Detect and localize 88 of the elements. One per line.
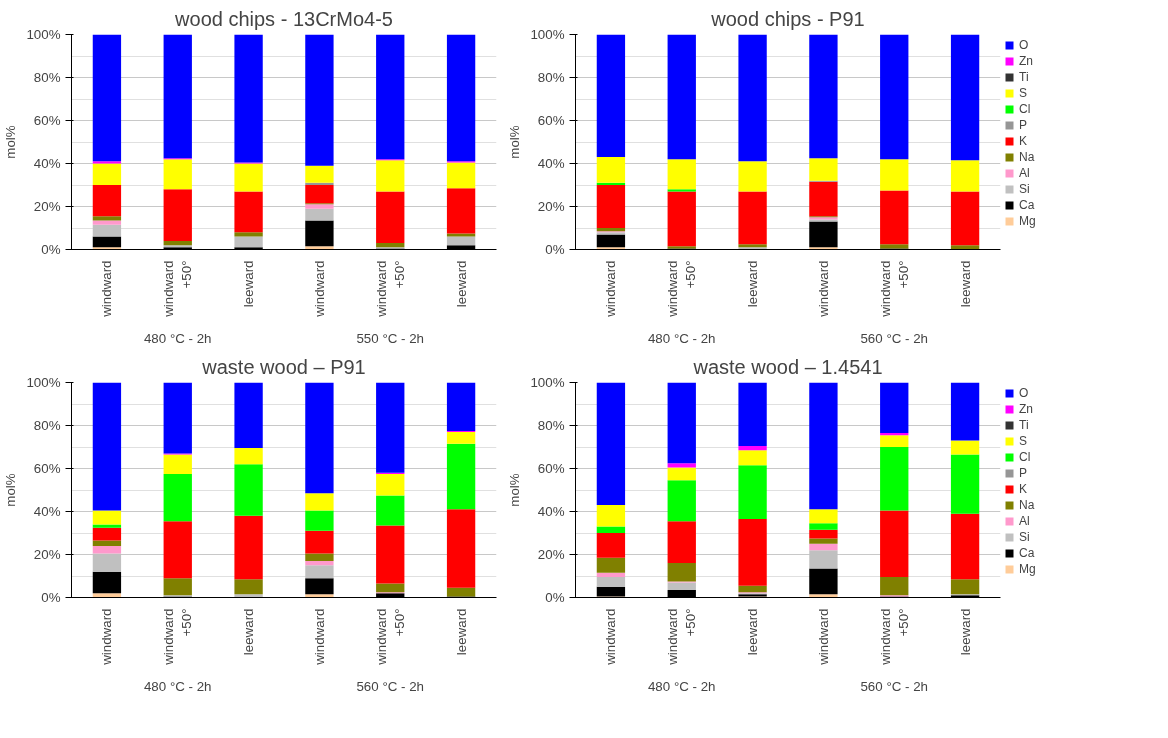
- y-tick-label: 40%: [33, 504, 61, 519]
- legend-label: Na: [1019, 498, 1036, 512]
- legend-label: O: [1019, 386, 1030, 400]
- legend-label: Al: [1019, 166, 1031, 180]
- y-tick-label: 20%: [33, 547, 61, 562]
- legend-label: Si: [1019, 182, 1031, 196]
- y-tick-label: 80%: [537, 70, 565, 85]
- y-tick-label: 60%: [537, 461, 565, 476]
- y-tick-label: 20%: [537, 547, 565, 562]
- x-tick-label: windward: [99, 608, 115, 666]
- legend-label: Zn: [1019, 54, 1034, 68]
- legend-label: Ca: [1019, 546, 1036, 560]
- x-tick-label: leeward: [453, 260, 469, 308]
- y-tick-label: 80%: [33, 418, 61, 433]
- legend-label: Ti: [1019, 70, 1030, 84]
- text: 480 °C - 2h: [647, 330, 716, 346]
- x-tick-label: leeward: [241, 260, 257, 308]
- legend-label: Zn: [1019, 402, 1034, 416]
- text: 480 °C - 2h: [647, 678, 716, 694]
- legend-label: S: [1019, 434, 1028, 448]
- chart-title: wood chips - P91: [710, 7, 865, 30]
- y-axis-title: mol%: [507, 473, 523, 507]
- x-tick-label: windward +50°: [373, 608, 407, 666]
- x-tick-label: windward +50°: [665, 608, 699, 666]
- x-tick-label: windward +50°: [877, 608, 911, 666]
- y-tick-label: 20%: [537, 199, 565, 214]
- x-tick-label: windward: [311, 260, 327, 318]
- legend-label: K: [1019, 482, 1028, 496]
- legend-label: Mg: [1019, 214, 1037, 228]
- y-tick-label: 40%: [537, 156, 565, 171]
- x-tick-label: windward: [311, 608, 327, 666]
- x-tick-label: windward +50°: [373, 260, 407, 318]
- y-tick-label: 0%: [545, 590, 565, 605]
- text: 550 °C - 2h: [356, 330, 425, 346]
- legend-label: K: [1019, 134, 1028, 148]
- text: 560 °C - 2h: [860, 678, 929, 694]
- y-tick-label: 60%: [537, 113, 565, 128]
- y-tick-label: 100%: [26, 375, 61, 390]
- text: 560 °C - 2h: [356, 678, 425, 694]
- y-axis-title: mol%: [507, 125, 523, 159]
- legend-label: Ca: [1019, 198, 1036, 212]
- x-tick-label: windward +50°: [877, 260, 911, 318]
- y-tick-label: 40%: [537, 504, 565, 519]
- y-tick-label: 80%: [33, 70, 61, 85]
- y-axis-title: mol%: [3, 473, 19, 507]
- y-tick-label: 60%: [33, 461, 61, 476]
- x-tick-label: windward +50°: [161, 608, 195, 666]
- y-tick-label: 40%: [33, 156, 61, 171]
- legend-label: Cl: [1019, 450, 1032, 464]
- legend-label: Na: [1019, 150, 1036, 164]
- y-tick-label: 0%: [545, 242, 565, 257]
- x-tick-label: windward: [603, 260, 619, 318]
- y-tick-label: 60%: [33, 113, 61, 128]
- legend-label: S: [1019, 86, 1028, 100]
- text: 560 °C - 2h: [860, 330, 929, 346]
- y-tick-label: 0%: [41, 242, 61, 257]
- chart-title: waste wood – P91: [201, 355, 366, 378]
- x-tick-label: leeward: [241, 608, 257, 656]
- x-tick-label: windward: [815, 260, 831, 318]
- x-tick-label: leeward: [957, 608, 973, 656]
- y-tick-label: 100%: [26, 27, 61, 42]
- y-tick-label: 0%: [41, 590, 61, 605]
- y-axis-title: mol%: [3, 125, 19, 159]
- y-tick-label: 80%: [537, 418, 565, 433]
- y-tick-label: 100%: [530, 27, 565, 42]
- x-tick-label: windward +50°: [161, 260, 195, 318]
- chart-title: waste wood – 1.4541: [692, 355, 883, 378]
- legend-label: Ti: [1019, 418, 1030, 432]
- x-tick-label: windward: [815, 608, 831, 666]
- legend-label: Cl: [1019, 102, 1032, 116]
- x-tick-label: windward: [99, 260, 115, 318]
- x-tick-label: windward +50°: [665, 260, 699, 318]
- x-tick-label: leeward: [957, 260, 973, 308]
- x-tick-label: leeward: [745, 608, 761, 656]
- y-tick-label: 20%: [33, 199, 61, 214]
- chart-title: wood chips - 13CrMo4-5: [174, 7, 393, 30]
- legend-label: Mg: [1019, 562, 1037, 576]
- legend-label: O: [1019, 38, 1030, 52]
- x-tick-label: leeward: [745, 260, 761, 308]
- legend-label: Al: [1019, 514, 1031, 528]
- legend-label: Si: [1019, 530, 1031, 544]
- y-tick-label: 100%: [530, 375, 565, 390]
- x-tick-label: leeward: [453, 608, 469, 656]
- legend-label: P: [1019, 118, 1028, 132]
- text: 480 °C - 2h: [143, 678, 212, 694]
- text: 480 °C - 2h: [143, 330, 212, 346]
- legend-label: P: [1019, 466, 1028, 480]
- x-tick-label: windward: [603, 608, 619, 666]
